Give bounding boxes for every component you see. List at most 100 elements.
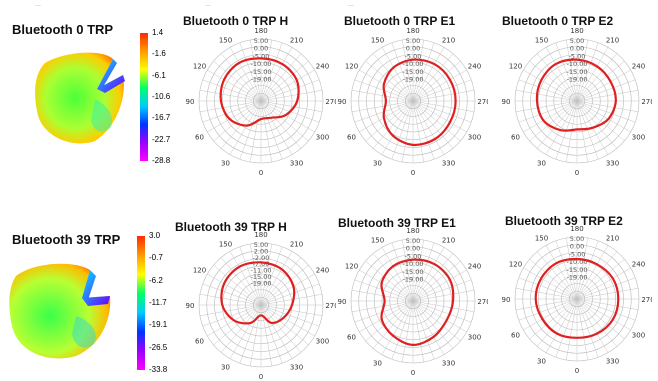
polar-grid-spoke	[576, 298, 599, 358]
polar-grid-spoke	[239, 100, 262, 160]
faint-header-right: —	[348, 2, 354, 9]
polar-angle-label: 60	[195, 338, 204, 346]
polar-grid-spoke	[207, 273, 262, 306]
polar-angle-label: 240	[316, 267, 329, 275]
polar-radial-tick-label: -19.00	[403, 75, 424, 83]
panel-title-bt39: Bluetooth 39 TRP	[12, 232, 121, 247]
polar-grid-spoke	[576, 100, 599, 160]
polar-grid-spoke	[202, 283, 262, 306]
polar-grid-spoke	[523, 298, 578, 331]
polar-radial-tick-label: 5.00	[254, 241, 268, 249]
polar-grid-spoke	[260, 79, 320, 102]
colorbar-tick-label: -1.6	[152, 49, 166, 59]
polar-grid-spoke	[401, 300, 414, 363]
colorbar-tick-label: -22.7	[152, 134, 171, 144]
polar-grid-spoke	[576, 60, 625, 102]
colorbar-tick-label: -6.2	[149, 275, 163, 285]
polar-angle-label: 210	[442, 37, 455, 45]
polar-grid-spoke	[412, 300, 435, 360]
polar-angle-label: 150	[219, 241, 232, 249]
polar-angle-label: 270	[477, 98, 488, 106]
polar-grid-spoke	[351, 100, 414, 113]
polar-grid-spoke	[412, 39, 425, 102]
polar-grid-spoke	[576, 251, 618, 300]
polar-grid-spoke	[576, 53, 618, 102]
polar-chart-bt0-h: 5.000.00-5.00-10.00-15.00-19.00 0 30 60 90 12…	[186, 27, 336, 176]
polar-grid-spoke	[555, 42, 578, 102]
polar-grid-spoke	[576, 277, 636, 300]
polar-grid-spoke	[260, 100, 323, 113]
polar-angle-label: 150	[219, 37, 232, 45]
polar-angle-label: 0	[575, 169, 579, 176]
polar-grid-spoke	[260, 304, 309, 346]
polar-radial-tick-label: -7.00	[253, 260, 270, 268]
polar-radial-tick-label: -19.00	[403, 275, 424, 283]
radiation-3d-blob-bt0	[35, 52, 125, 144]
polar-grid-spoke	[199, 304, 262, 317]
polar-grid-spoke	[401, 39, 414, 102]
polar-radial-tick-label: -10.00	[567, 60, 588, 68]
polar-radial-tick-label: -15.00	[403, 268, 424, 276]
polar-angle-label: 90	[338, 298, 346, 306]
polar-angle-label: 330	[442, 159, 455, 167]
polar-angle-label: 180	[570, 27, 583, 35]
colorbar-tick-label: -33.8	[149, 365, 168, 374]
polar-grid-spoke	[260, 243, 273, 306]
polar-grid-spoke	[576, 100, 636, 123]
polar-grid-spoke	[576, 69, 631, 102]
polar-radial-tick-label: 0.00	[570, 45, 584, 53]
polar-grid-spoke	[372, 253, 414, 302]
polar-grid-spoke	[523, 69, 578, 102]
polar-radial-tick-label: -10.00	[251, 60, 272, 68]
polar-angle-label: 270	[325, 302, 336, 310]
polar-grid-spoke	[412, 247, 445, 302]
polar-grid-spoke	[401, 100, 414, 163]
polar-angle-label: 120	[193, 267, 206, 275]
polar-grid-spoke	[576, 100, 631, 133]
polar-grid-spoke	[518, 298, 578, 321]
polar-grid-spoke	[260, 264, 309, 306]
polar-grid-spoke	[412, 300, 475, 313]
polar-grid-spoke	[412, 300, 472, 323]
polar-angle-label: 180	[406, 227, 419, 235]
polar-grid-spoke	[381, 300, 414, 355]
polar-grid-spoke	[412, 289, 475, 302]
polar-angle-label: 60	[347, 134, 356, 142]
polar-angle-label: 330	[606, 159, 619, 167]
polar-grid-spoke	[518, 277, 578, 300]
polar-angle-label: 300	[632, 134, 645, 142]
colorbar-tick-label: -26.5	[149, 342, 168, 352]
polar-grid-spoke	[213, 304, 262, 346]
polar-grid-spoke	[529, 100, 578, 142]
colorbar-tick-label: -6.1	[152, 70, 166, 80]
polar-radial-tick-label: 5.00	[570, 235, 584, 243]
polar-grid-spoke	[391, 300, 414, 360]
polar-grid-spoke	[220, 304, 262, 353]
polar-grid-spoke	[536, 53, 578, 102]
polar-grid-spoke	[260, 42, 283, 102]
polar-angle-label: 240	[468, 63, 481, 71]
polar-grid-spoke	[412, 300, 425, 363]
colorbar-tick-label: 1.4	[152, 28, 164, 37]
polar-angle-label: 330	[442, 359, 455, 367]
polar-angle-label: 210	[290, 37, 303, 45]
polar-grid-spoke	[229, 47, 262, 102]
polar-grid-spoke	[545, 245, 578, 300]
polar-angle-label: 330	[606, 357, 619, 365]
polar-grid-spoke	[260, 100, 273, 163]
polar-grid-spoke	[412, 300, 461, 342]
polar-grid-spoke	[239, 304, 262, 364]
polar-grid-spoke	[372, 300, 414, 349]
polar-grid-spoke	[260, 283, 320, 306]
polar-grid-spoke	[555, 240, 578, 300]
polar-grid-spoke	[202, 304, 262, 327]
polar-radial-tick-label: 5.00	[406, 237, 420, 245]
polar-angle-label: 120	[509, 261, 522, 269]
polar-grid-spoke	[518, 79, 578, 102]
polar-grid-spoke	[412, 239, 425, 302]
polar-grid-spoke	[412, 47, 445, 102]
colorbar-tick-label: -16.7	[152, 113, 171, 123]
polar-radial-tick-label: -19.00	[567, 273, 588, 281]
polar-grid-spoke	[213, 60, 262, 102]
polar-radial-tick-label: 5.00	[254, 37, 268, 45]
